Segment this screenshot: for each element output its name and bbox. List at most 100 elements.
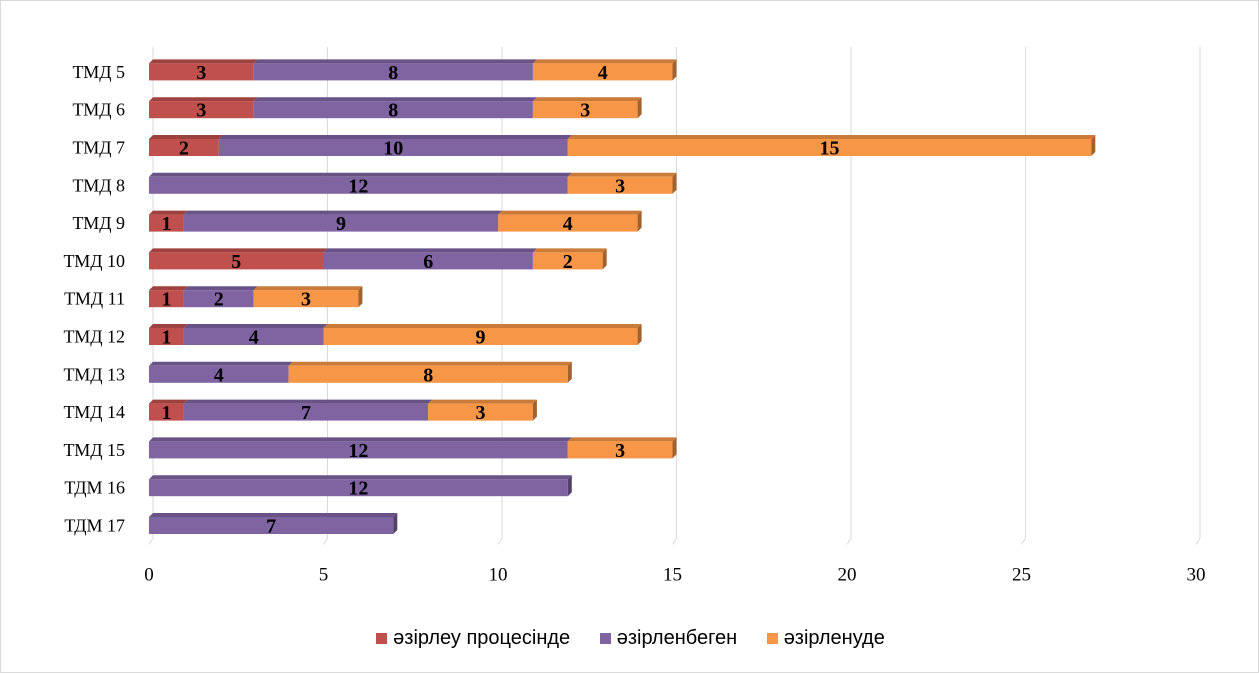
bar-segment-top — [183, 286, 258, 291]
bar-segment-top — [498, 210, 642, 215]
bar-segment-top — [183, 210, 502, 215]
y-category-label: ТМД 13 — [63, 364, 125, 384]
legend-label-series-1: әзірлеу процесінде — [393, 627, 571, 649]
bar-segment — [567, 441, 673, 459]
bar-segment — [288, 365, 568, 383]
data-label: 2 — [179, 138, 189, 160]
gridline-foot — [323, 538, 328, 545]
bar-segment — [253, 290, 359, 308]
bar-segment-side — [393, 513, 398, 534]
bar-segment — [149, 139, 219, 156]
data-label: 4 — [214, 364, 224, 386]
data-label: 3 — [196, 62, 206, 84]
bar-segment — [149, 328, 184, 345]
bar-segment — [498, 214, 638, 232]
y-category-label: ТМД 5 — [72, 62, 125, 82]
data-label: 12 — [348, 478, 368, 500]
x-tick-label: 30 — [1187, 564, 1206, 585]
data-label: 12 — [348, 175, 368, 197]
bar-segment — [149, 517, 394, 534]
data-label: 1 — [161, 213, 171, 235]
bar-segment — [183, 328, 324, 345]
x-tick-label: 15 — [663, 564, 682, 585]
y-category-label: ТМД 6 — [72, 100, 125, 120]
bar-segment-top — [567, 172, 677, 177]
bar-segment-side — [637, 97, 642, 119]
bar-segment — [149, 214, 184, 232]
data-label: 8 — [423, 364, 433, 386]
data-label: 2 — [214, 289, 224, 311]
bar-segment-top — [567, 437, 677, 442]
bar-segment-top — [149, 210, 188, 215]
bar-segment-side — [637, 324, 642, 345]
data-label: 5 — [231, 251, 241, 273]
data-label: 2 — [563, 251, 573, 273]
bar-segment-top — [567, 135, 1096, 139]
data-label: 1 — [161, 402, 171, 424]
bar-segment — [532, 101, 638, 119]
bar-segment-top — [323, 324, 642, 328]
bar-segment-side — [1091, 135, 1096, 156]
data-label: 8 — [388, 62, 398, 84]
bar-segment-side — [672, 59, 677, 81]
data-label: 1 — [161, 289, 171, 311]
bar-segment — [532, 63, 673, 81]
data-label: 8 — [388, 100, 398, 122]
bars — [149, 59, 1096, 534]
bar-segment — [149, 365, 289, 383]
data-label: 3 — [615, 440, 625, 462]
data-label: 10 — [383, 138, 403, 160]
y-category-label: ТМД 11 — [64, 289, 125, 309]
bar-segment — [149, 479, 568, 497]
y-category-label: ТДМ 16 — [64, 478, 125, 498]
y-category-label: ТДМ 17 — [64, 516, 125, 536]
bar-segment — [149, 441, 568, 459]
bar-segment — [149, 176, 568, 194]
bar-segment-top — [149, 324, 188, 328]
x-tick-label: 5 — [319, 564, 329, 585]
data-label: 3 — [615, 175, 625, 197]
bar-segment — [253, 101, 533, 119]
bar-segment-top — [532, 97, 642, 102]
bar-segment-top — [253, 286, 363, 291]
y-category-label: ТМД 7 — [72, 138, 125, 158]
bar-segment-top — [218, 135, 572, 139]
bar-segment-top — [428, 399, 537, 404]
bar-segment — [323, 252, 533, 270]
data-label: 6 — [423, 251, 433, 273]
gridlines — [148, 47, 1201, 545]
x-tick-label: 25 — [1012, 564, 1031, 585]
legend-label-series-3: әзірленуде — [783, 627, 885, 649]
gridline-foot — [1021, 538, 1026, 545]
y-category-label: ТМД 9 — [72, 213, 125, 233]
y-category-label: ТМД 10 — [63, 251, 125, 271]
bar-segment — [149, 290, 184, 308]
legend-swatch-series-2 — [599, 633, 611, 644]
bar-segment — [183, 290, 254, 308]
data-label: 9 — [476, 327, 486, 349]
data-label: 7 — [266, 516, 276, 538]
legend-label-series-2: әзірленбеген — [616, 627, 738, 649]
legend-swatch-series-3 — [766, 633, 778, 644]
gridline-foot — [846, 538, 852, 545]
bar-segment — [149, 101, 254, 119]
bar-segment-top — [149, 513, 398, 517]
data-label: 12 — [348, 440, 368, 462]
gridline-foot — [1195, 538, 1201, 545]
bar-segment-top — [149, 172, 572, 177]
bar-segment-top — [532, 59, 677, 64]
bar-segment — [183, 403, 429, 421]
data-label: 9 — [336, 213, 346, 235]
bar-segment-top — [149, 248, 328, 253]
bar-segment — [567, 139, 1092, 156]
legend-swatch-series-1 — [376, 633, 388, 644]
bar-segment-top — [532, 248, 607, 253]
bar-segment — [183, 214, 498, 232]
data-label: 3 — [580, 100, 590, 122]
data-label: 7 — [301, 402, 311, 424]
gridline-foot — [148, 538, 154, 545]
data-label: 4 — [563, 213, 573, 235]
bar-segment-top — [288, 361, 572, 366]
bar-segment-top — [323, 248, 537, 253]
